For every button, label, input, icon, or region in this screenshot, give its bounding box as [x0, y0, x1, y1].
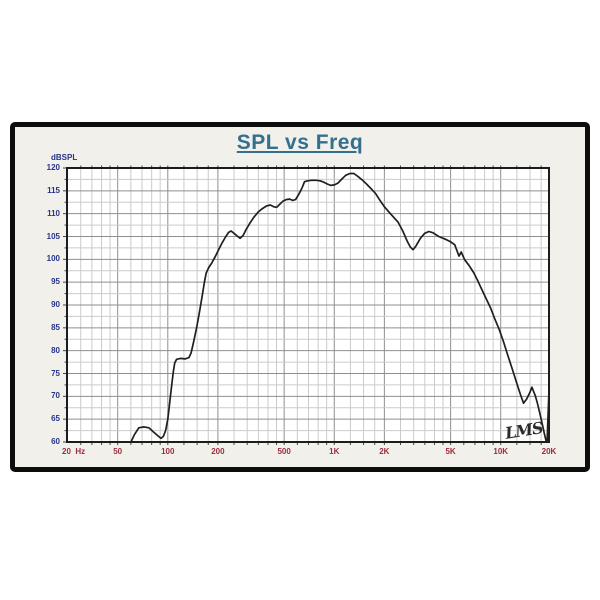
- x-tick-label: 1K: [329, 447, 340, 456]
- x-tick-label: 50: [113, 447, 123, 456]
- y-tick-label: 65: [51, 414, 60, 424]
- y-tick-label: 110: [47, 208, 60, 218]
- y-tick-label: 75: [51, 368, 60, 378]
- y-tick-label: 70: [51, 391, 60, 401]
- x-tick-label: 200: [211, 447, 225, 456]
- x-tick-label: 20 Hz: [62, 447, 86, 456]
- y-tick-label: 80: [51, 345, 60, 355]
- chart-frame: [10, 122, 590, 472]
- x-tick-label: 20K: [541, 447, 557, 456]
- y-tick-label: 85: [51, 322, 60, 332]
- x-tick-label: 10K: [493, 447, 509, 456]
- y-axis-unit-label: dBSPL: [51, 153, 78, 162]
- y-tick-label: 105: [46, 231, 60, 241]
- chart-title: SPL vs Freq: [236, 131, 364, 154]
- x-tick-label: 500: [277, 447, 291, 456]
- y-tick-label: 120: [46, 163, 60, 172]
- x-tick-label: 100: [161, 447, 175, 456]
- y-tick-label: 95: [51, 277, 60, 287]
- x-tick-label: 5K: [445, 447, 456, 456]
- y-tick-label: 100: [46, 254, 60, 264]
- y-tick-label: 60: [51, 437, 60, 446]
- y-tick-label: 90: [51, 300, 60, 309]
- x-tick-label: 2K: [379, 447, 390, 456]
- y-tick-label: 115: [47, 185, 60, 195]
